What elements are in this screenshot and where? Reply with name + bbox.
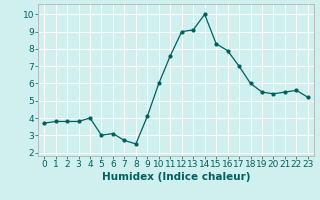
- X-axis label: Humidex (Indice chaleur): Humidex (Indice chaleur): [102, 172, 250, 182]
